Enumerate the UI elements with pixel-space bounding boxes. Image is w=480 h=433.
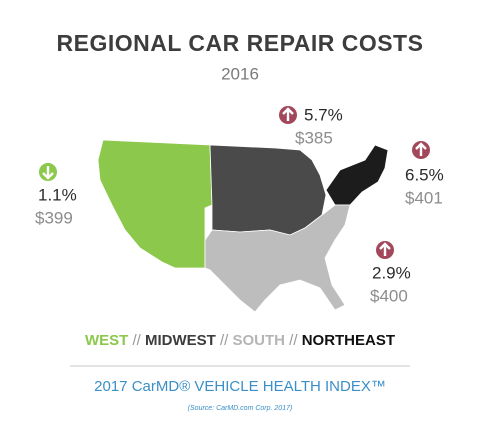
change-label: 6.5% — [405, 165, 444, 184]
legend-midwest: MIDWEST — [145, 332, 216, 349]
footer-index: 2017 CarMD® VEHICLE HEALTH INDEX™ — [94, 378, 386, 395]
up-arrow-icon — [412, 141, 430, 159]
legend-separator: // — [132, 332, 141, 349]
south-region — [204, 204, 351, 313]
change-label: 1.1% — [38, 185, 77, 204]
west-region — [97, 139, 213, 269]
down-arrow-icon — [39, 163, 57, 181]
northeast-region — [325, 144, 389, 206]
change-label: 5.7% — [304, 105, 343, 124]
subtitle: 2016 — [221, 64, 259, 83]
legend: WEST // MIDWEST // SOUTH // NORTHEAST — [85, 332, 395, 349]
legend-separator: // — [220, 332, 229, 349]
cost-label: $399 — [35, 208, 73, 227]
legend-west: WEST — [85, 332, 128, 349]
legend-south: SOUTH — [233, 332, 286, 349]
footer-source: (Source: CarMD.com Corp. 2017) — [188, 405, 293, 412]
up-arrow-icon — [279, 106, 297, 124]
change-label: 2.9% — [372, 263, 411, 282]
cost-label: $385 — [295, 128, 333, 147]
title: REGIONAL CAR REPAIR COSTS — [57, 30, 424, 56]
legend-northeast: NORTHEAST — [302, 332, 395, 349]
cost-label: $400 — [370, 286, 408, 305]
up-arrow-icon — [376, 241, 394, 259]
midwest-region — [209, 144, 327, 236]
legend-separator: // — [289, 332, 298, 349]
cost-label: $401 — [405, 188, 443, 207]
